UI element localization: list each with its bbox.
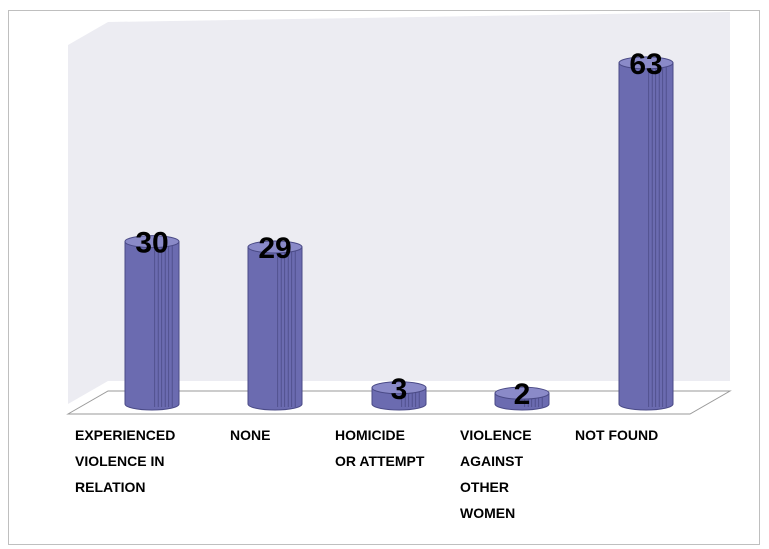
bar-top (124, 235, 180, 249)
bar-body (247, 246, 303, 411)
data-label: 2 (514, 378, 531, 411)
data-label: 30 (135, 227, 168, 260)
data-label: 29 (258, 232, 291, 265)
bar-top (618, 56, 674, 70)
bar-series: 30 29 3 2 63 (124, 48, 674, 411)
bar-4: 2 (494, 378, 550, 411)
chart-frame (8, 10, 760, 545)
category-label: NONE (230, 427, 271, 443)
category-label: EXPERIENCED VIOLENCE IN RELATION (75, 427, 176, 495)
bar-5: 63 (618, 48, 674, 411)
data-label: 3 (391, 373, 408, 406)
bar-2: 29 (247, 232, 303, 411)
category-label: NOT FOUND (575, 427, 659, 443)
bar-1: 30 (124, 227, 180, 411)
category-label: HOMICIDE OR ATTEMPT (335, 427, 425, 469)
bar-top (247, 240, 303, 254)
bar-top (494, 386, 550, 400)
bar-body (124, 241, 180, 411)
bar-3: 3 (371, 373, 427, 411)
chart-back-wall (68, 12, 730, 404)
bar-top (371, 381, 427, 395)
data-label: 63 (629, 48, 662, 81)
bar-body (618, 62, 674, 411)
category-label: VIOLENCE AGAINST OTHER WOMEN (460, 427, 532, 521)
